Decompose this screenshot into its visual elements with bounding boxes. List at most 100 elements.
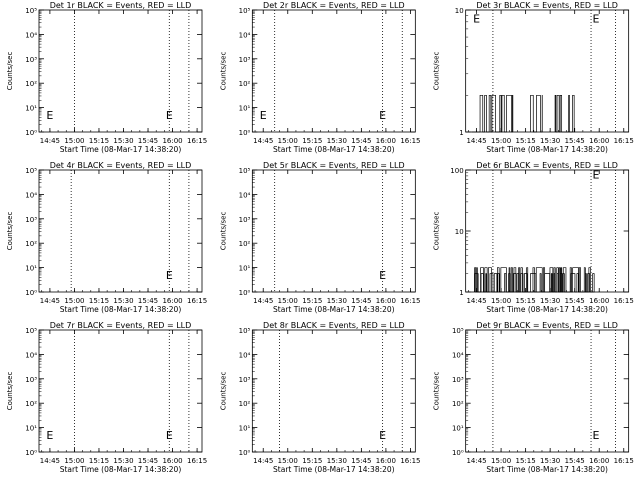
x-tick-label: 14:45 [466,137,486,145]
y-tick-label: 10⁰ [452,449,464,457]
y-axis-label: Counts/sec [219,372,227,411]
x-tick-label: 16:15 [187,457,207,465]
x-tick-label: 15:45 [565,457,585,465]
x-tick-label: 14:45 [40,297,60,305]
plot-frame [465,9,630,133]
y-tick-label: 10² [239,240,251,248]
event-marker-label: E [592,168,599,181]
y-tick-label: 10³ [25,56,37,64]
y-tick-label: 1 [459,129,463,137]
x-tick-label: 16:15 [400,137,420,145]
x-tick-label: 16:00 [376,137,396,145]
x-tick-label: 16:00 [376,457,396,465]
plot-frame [251,329,416,453]
y-axis-label: Counts/sec [433,52,441,91]
x-tick-label: 15:00 [491,297,511,305]
detector-panel: Det 6r BLACK = Events, RED = LLD 14:45 15:… [433,161,634,314]
y-tick-label: 10³ [25,376,37,384]
x-axis-label: Start Time (08-Mar-17 14:38:20) [486,305,608,314]
event-marker-label: E [379,269,386,282]
y-axis-label: Counts/sec [219,52,227,91]
x-tick-label: 15:45 [351,137,371,145]
x-tick-label: 16:15 [614,137,634,145]
y-tick-label: 10² [239,80,251,88]
detector-panel: Det 5r BLACK = Events, RED = LLD 14:45 15:… [219,161,420,314]
detector-panel: Det 3r BLACK = Events, RED = LLD 14:45 15:… [433,1,634,154]
plot-frame [38,9,203,133]
panel-title: Det 5r BLACK = Events, RED = LLD [263,161,405,170]
y-tick-label: 10³ [25,216,37,224]
x-tick-label: 15:45 [138,137,158,145]
event-marker-label: E [260,109,267,122]
event-series-trace [474,267,595,293]
y-tick-label: 10² [239,400,251,408]
x-axis-label: Start Time (08-Mar-17 14:38:20) [486,145,608,154]
x-tick-label: 15:00 [278,457,298,465]
x-tick-label: 15:00 [64,297,84,305]
x-tick-label: 14:45 [40,457,60,465]
x-tick-label: 16:00 [162,137,182,145]
x-tick-label: 15:30 [540,457,560,465]
x-tick-label: 15:45 [351,457,371,465]
y-axis-label: Counts/sec [6,212,14,251]
y-tick-label: 10 [455,7,464,15]
detector-panel: Det 8r BLACK = Events, RED = LLD 14:45 15:… [219,321,420,474]
x-tick-label: 15:00 [491,137,511,145]
x-tick-label: 15:15 [302,457,322,465]
event-marker-label: E [166,269,173,282]
event-series-trace [554,94,575,133]
y-tick-label: 10³ [239,56,251,64]
x-tick-label: 15:30 [113,457,133,465]
panel-title: Det 4r BLACK = Events, RED = LLD [50,161,192,170]
y-axis-label: Counts/sec [6,372,14,411]
y-tick-label: 10⁵ [239,327,251,335]
x-tick-label: 16:15 [187,137,207,145]
y-tick-label: 10⁴ [239,351,251,359]
x-axis-label: Start Time (08-Mar-17 14:38:20) [486,465,608,474]
x-axis-label: Start Time (08-Mar-17 14:38:20) [273,145,395,154]
x-axis-label: Start Time (08-Mar-17 14:38:20) [273,465,395,474]
plot-frame [251,169,416,293]
y-tick-label: 10⁴ [25,31,37,39]
y-tick-label: 10 [455,228,464,236]
detector-panel: Det 9r BLACK = Events, RED = LLD 14:45 15:… [433,321,634,474]
y-tick-label: 10⁴ [25,191,37,199]
x-tick-label: 15:45 [138,457,158,465]
y-tick-label: 10³ [239,376,251,384]
x-tick-label: 15:15 [89,297,109,305]
y-tick-label: 10³ [452,376,464,384]
y-tick-label: 10⁰ [239,129,251,137]
x-tick-label: 15:00 [64,137,84,145]
y-tick-label: 10⁴ [452,351,464,359]
y-tick-label: 10² [25,80,37,88]
x-tick-label: 16:00 [589,297,609,305]
y-tick-label: 1 [459,289,463,297]
x-tick-label: 15:00 [491,457,511,465]
y-axis-label: Counts/sec [219,212,227,251]
x-tick-label: 16:00 [589,457,609,465]
x-tick-label: 15:00 [278,137,298,145]
y-tick-label: 10⁵ [25,167,37,175]
detector-panel: Det 1r BLACK = Events, RED = LLD 14:45 15:… [6,1,207,154]
event-marker-label: E [166,429,173,442]
event-marker-label: E [379,429,386,442]
x-tick-label: 15:15 [516,457,536,465]
y-tick-label: 10⁴ [25,351,37,359]
y-tick-label: 10³ [239,216,251,224]
x-tick-label: 15:45 [565,297,585,305]
x-tick-label: 15:30 [327,137,347,145]
y-tick-label: 10⁵ [25,327,37,335]
event-series-trace [471,94,514,133]
y-axis-label: Counts/sec [433,372,441,411]
x-tick-label: 15:30 [113,297,133,305]
x-tick-label: 15:30 [113,137,133,145]
x-tick-label: 14:45 [466,297,486,305]
x-tick-label: 15:00 [64,457,84,465]
x-axis-label: Start Time (08-Mar-17 14:38:20) [60,145,182,154]
panel-title: Det 8r BLACK = Events, RED = LLD [263,321,405,330]
y-tick-label: 100 [450,167,463,175]
x-tick-label: 14:45 [40,137,60,145]
y-tick-label: 10¹ [239,105,251,113]
x-tick-label: 15:30 [327,457,347,465]
x-tick-label: 15:00 [278,297,298,305]
